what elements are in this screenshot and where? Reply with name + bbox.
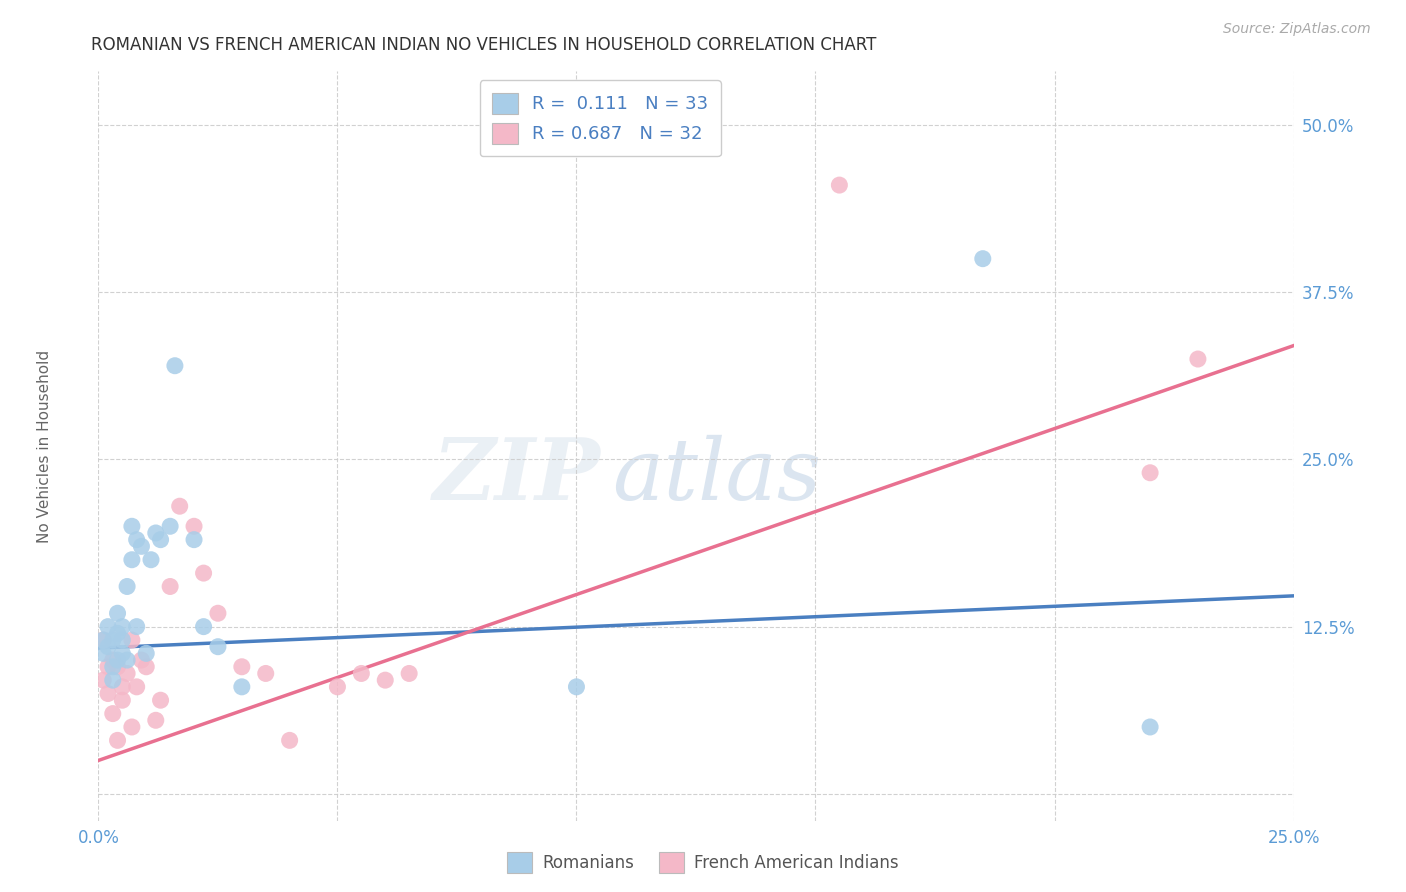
Point: [193, 566, 215, 581]
Point: [278, 733, 301, 747]
Point: [145, 714, 167, 728]
Point: [107, 653, 129, 667]
Point: [121, 633, 143, 648]
Point: [145, 526, 167, 541]
Point: [193, 620, 215, 634]
Point: [565, 680, 588, 694]
Text: Source: ZipAtlas.com: Source: ZipAtlas.com: [1223, 22, 1371, 37]
Point: [107, 626, 129, 640]
Point: [111, 620, 134, 634]
Point: [97, 687, 120, 701]
Point: [207, 640, 229, 654]
Point: [254, 666, 277, 681]
Point: [149, 533, 172, 547]
Point: [101, 706, 124, 721]
Point: [131, 653, 153, 667]
Point: [350, 666, 373, 681]
Point: [91, 633, 114, 648]
Point: [101, 660, 124, 674]
Point: [149, 693, 172, 707]
Point: [115, 666, 138, 681]
Point: [972, 252, 994, 266]
Point: [107, 607, 129, 621]
Point: [231, 660, 253, 674]
Point: [374, 673, 396, 688]
Point: [131, 539, 153, 553]
Point: [1139, 466, 1161, 480]
Point: [91, 633, 114, 648]
Point: [97, 640, 120, 654]
Point: [111, 693, 134, 707]
Text: ZIP: ZIP: [433, 434, 600, 517]
Legend: R =  0.111   N = 33, R = 0.687   N = 32: R = 0.111 N = 33, R = 0.687 N = 32: [479, 80, 721, 156]
Point: [135, 660, 157, 674]
Point: [111, 633, 134, 648]
Point: [1139, 720, 1161, 734]
Point: [121, 519, 143, 533]
Point: [159, 580, 181, 594]
Point: [326, 680, 349, 694]
Point: [183, 519, 205, 533]
Point: [115, 580, 138, 594]
Point: [125, 680, 148, 694]
Point: [139, 553, 162, 567]
Point: [111, 680, 134, 694]
Text: No Vehicles in Household: No Vehicles in Household: [37, 350, 52, 542]
Point: [111, 646, 134, 660]
Point: [1187, 352, 1209, 367]
Legend: Romanians, French American Indians: Romanians, French American Indians: [501, 846, 905, 880]
Point: [135, 646, 157, 660]
Point: [107, 733, 129, 747]
Point: [159, 519, 181, 533]
Point: [101, 673, 124, 688]
Point: [121, 553, 143, 567]
Text: ROMANIAN VS FRENCH AMERICAN INDIAN NO VEHICLES IN HOUSEHOLD CORRELATION CHART: ROMANIAN VS FRENCH AMERICAN INDIAN NO VE…: [91, 36, 877, 54]
Point: [231, 680, 253, 694]
Point: [828, 178, 851, 193]
Text: atlas: atlas: [613, 434, 821, 517]
Point: [101, 653, 124, 667]
Point: [163, 359, 186, 373]
Point: [207, 607, 229, 621]
Point: [125, 533, 148, 547]
Point: [97, 660, 120, 674]
Point: [169, 500, 191, 514]
Point: [101, 633, 124, 648]
Point: [91, 646, 114, 660]
Point: [107, 660, 129, 674]
Point: [121, 720, 143, 734]
Point: [125, 620, 148, 634]
Point: [97, 620, 120, 634]
Point: [398, 666, 420, 681]
Point: [115, 653, 138, 667]
Point: [91, 673, 114, 688]
Point: [183, 533, 205, 547]
